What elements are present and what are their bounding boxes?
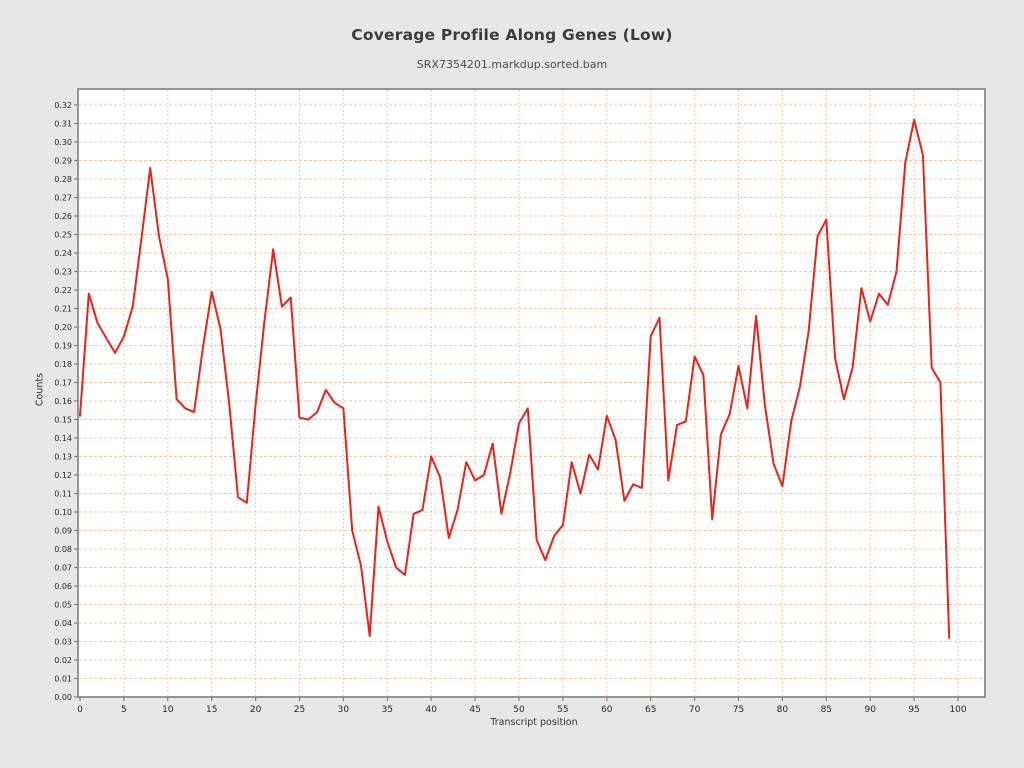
x-axis-ticks: 0 5 10 15 20 25 30 35 40 45 50 55 60 65 70 75 80 85 90 95 10…	[77, 697, 967, 715]
x-tick-label: 30	[338, 705, 350, 715]
y-tick-label: 0.07	[54, 563, 72, 572]
x-tick-label: 70	[689, 705, 701, 715]
plot-border	[77, 88, 986, 698]
y-tick-label: 0.00	[54, 693, 72, 702]
x-tick-label: 90	[864, 705, 876, 715]
y-tick-label: 0.29	[54, 156, 72, 165]
y-tick-label: 0.22	[54, 286, 72, 295]
y-axis-ticks: 0.00 0.01 0.02 0.03 0.04 0.05 0.06 0.07 0.08 0.09…	[54, 101, 78, 702]
x-tick-label: 60	[601, 705, 613, 715]
y-tick-label: 0.31	[54, 119, 72, 128]
y-tick-label: 0.05	[54, 600, 72, 609]
plot-background	[78, 89, 985, 697]
x-tick-label: 75	[733, 705, 744, 715]
x-tick-label: 10	[162, 705, 174, 715]
y-tick-label: 0.13	[54, 452, 72, 461]
y-tick-label: 0.11	[54, 489, 72, 498]
y-tick-label: 0.01	[54, 674, 72, 683]
y-tick-label: 0.23	[54, 267, 72, 276]
y-tick-label: 0.27	[54, 193, 72, 202]
chart-subtitle: SRX7354201.markdup.sorted.bam	[416, 58, 608, 71]
y-tick-label: 0.03	[54, 637, 72, 646]
x-tick-label: 25	[294, 705, 305, 715]
y-tick-label: 0.24	[54, 249, 72, 258]
y-tick-label: 0.14	[54, 434, 72, 443]
chart-title: Coverage Profile Along Genes (Low)	[351, 26, 673, 44]
y-tick-label: 0.19	[54, 341, 72, 350]
x-gridlines	[123, 90, 959, 696]
x-tick-label: 20	[250, 705, 262, 715]
x-tick-label: 65	[645, 705, 656, 715]
y-tick-label: 0.21	[54, 304, 72, 313]
y-tick-label: 0.15	[54, 415, 72, 424]
y-tick-label: 0.18	[54, 360, 72, 369]
y-tick-label: 0.04	[54, 619, 72, 628]
y-tick-label: 0.02	[54, 656, 72, 665]
x-tick-label: 55	[557, 705, 568, 715]
y-tick-label: 0.16	[54, 397, 72, 406]
y-tick-label: 0.20	[54, 323, 72, 332]
y-tick-label: 0.32	[54, 101, 72, 110]
y-tick-label: 0.25	[54, 230, 72, 239]
x-tick-label: 35	[382, 705, 393, 715]
y-tick-label: 0.10	[54, 508, 72, 517]
y-tick-label: 0.30	[54, 138, 72, 147]
x-tick-label: 0	[77, 705, 83, 715]
x-tick-label: 50	[513, 705, 525, 715]
y-tick-label: 0.08	[54, 545, 72, 554]
y-tick-label: 0.06	[54, 582, 72, 591]
x-axis-label: Transcript position	[490, 717, 578, 728]
y-tick-label: 0.09	[54, 526, 72, 535]
coverage-line	[79, 118, 951, 639]
x-tick-label: 85	[821, 705, 832, 715]
y-tick-label: 0.12	[54, 471, 72, 480]
y-tick-label: 0.28	[54, 175, 72, 184]
y-tick-label: 0.17	[54, 378, 72, 387]
x-tick-label: 40	[425, 705, 437, 715]
x-tick-label: 45	[469, 705, 480, 715]
y-tick-label: 0.26	[54, 212, 72, 221]
x-tick-label: 80	[777, 705, 789, 715]
x-tick-label: 15	[206, 705, 217, 715]
x-tick-label: 100	[949, 705, 966, 715]
x-tick-label: 95	[908, 705, 919, 715]
x-tick-label: 5	[121, 705, 127, 715]
